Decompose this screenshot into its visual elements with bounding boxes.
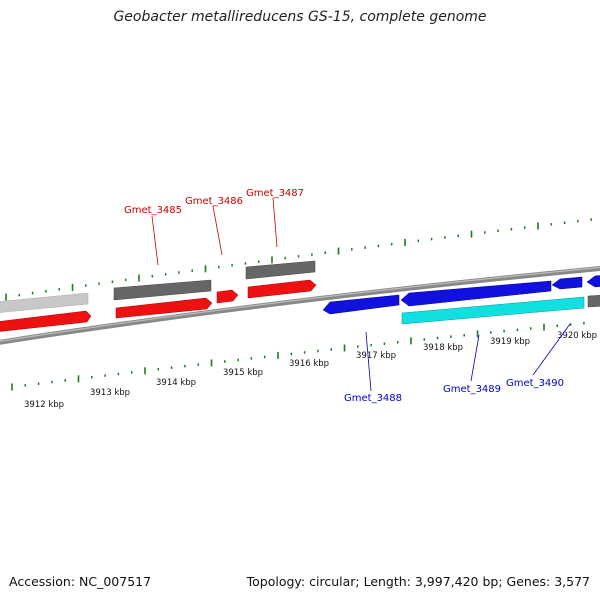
gene-label-gmet-3490[interactable]: Gmet_3490: [506, 378, 564, 389]
genome-backbone-highlight: [0, 266, 600, 342]
cds-arrow-gmet-3487[interactable]: [247, 279, 317, 299]
callout-line: [470, 334, 480, 382]
gene-label-gmet-3489[interactable]: Gmet_3489: [443, 384, 501, 395]
kbp-label: 3920 kbp: [557, 331, 597, 341]
gene-block-gmet-3487[interactable]: [245, 260, 316, 280]
gene-block-grey-edge: [587, 295, 600, 308]
accession-label: Accession: NC_007517: [9, 574, 152, 589]
callout-line: [365, 331, 372, 392]
kbp-label: 3919 kbp: [490, 337, 530, 347]
genome-backbone: [0, 265, 600, 345]
kbp-label: 3915 kbp: [223, 368, 263, 378]
gene-label-gmet-3487[interactable]: Gmet_3487: [246, 188, 304, 199]
cds-arrow-gmet-3488[interactable]: [322, 294, 400, 315]
gene-label-gmet-3486[interactable]: Gmet_3486: [185, 196, 243, 207]
outer-tick-row: [5, 218, 592, 301]
cds-arrow-gmet-3485[interactable]: [115, 297, 213, 319]
kbp-label: 3917 kbp: [356, 351, 396, 361]
map-title: Geobacter metallireducens GS-15, complet…: [113, 9, 487, 25]
cds-arrow-gmet-3486[interactable]: [216, 289, 239, 304]
callout-line: [532, 323, 571, 376]
kbp-label: 3916 kbp: [289, 359, 329, 369]
callout-line: [272, 197, 278, 248]
gene-label-gmet-3485[interactable]: Gmet_3485: [124, 205, 182, 216]
gene-label-gmet-3488[interactable]: Gmet_3488: [344, 393, 402, 404]
gene-block-gmet-3485[interactable]: [113, 279, 212, 301]
cds-arrow-gmet-3489[interactable]: [400, 280, 552, 307]
kbp-label: 3918 kbp: [423, 343, 463, 353]
genome-stats-label: Topology: circular; Length: 3,997,420 bp…: [246, 574, 590, 589]
callout-line: [212, 205, 223, 256]
inner-tick-row: [11, 321, 585, 391]
kbp-label: 3914 kbp: [156, 378, 196, 388]
kbp-label: 3912 kbp: [24, 400, 64, 410]
cds-arrow-red-1: [0, 310, 92, 332]
kbp-label: 3913 kbp: [90, 388, 130, 398]
cds-arrow-gmet-3490[interactable]: [551, 276, 583, 290]
gene-block-gmet-3489[interactable]: [401, 296, 585, 325]
gene-block-faded: [0, 292, 89, 313]
cds-arrow-blue-edge: [586, 275, 600, 288]
callout-line: [151, 215, 159, 266]
